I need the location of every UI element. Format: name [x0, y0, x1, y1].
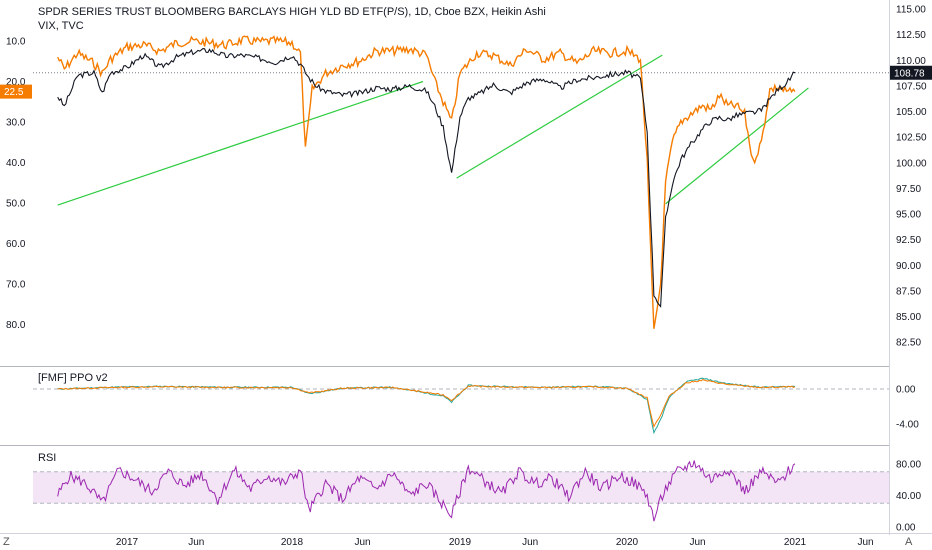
vix-axis-tick: 30.0	[6, 118, 26, 129]
ppo-line	[57, 379, 796, 429]
jnk-price-badge	[890, 65, 932, 80]
price-axis-tick: 100.00	[896, 158, 927, 169]
time-axis-tick: 2021	[784, 537, 807, 548]
rsi-axis-tick: 0.00	[896, 523, 916, 534]
price-axis-tick: 107.50	[896, 81, 927, 92]
zoom-toggle[interactable]: Z	[3, 536, 10, 548]
time-axis-tick: 2018	[281, 537, 304, 548]
price-axis-tick: 95.00	[896, 210, 921, 221]
rsi-axis-tick: 40.00	[896, 491, 921, 502]
trendlines-group[interactable]	[57, 54, 809, 206]
price-axis-tick: 90.00	[896, 261, 921, 272]
time-axis-tick: 2017	[116, 537, 139, 548]
overlay-symbol-label: VIX, TVC	[38, 20, 84, 32]
axes-group: 2017 Jun 2018 Jun 2019 Jun 2020 Jun 2021 Jun 115.0…	[6, 5, 927, 549]
price-axis-tick: 82.50	[896, 338, 921, 349]
time-axis-tick: 2020	[616, 537, 639, 548]
chart-title: SPDR SERIES TRUST BLOOMBERG BARCLAYS HIG…	[38, 6, 546, 18]
price-badges: 108.78 22.5	[0, 65, 932, 99]
time-axis-tick: Jun	[857, 537, 873, 548]
price-axis-tick: 115.00	[896, 5, 926, 16]
time-axis-tick: Jun	[354, 537, 370, 548]
vix-axis-tick: 40.0	[6, 158, 26, 169]
jnk-series-line	[57, 48, 796, 308]
vix-value-badge-text: 22.5	[4, 87, 24, 98]
price-axis-tick: 97.50	[896, 184, 921, 195]
price-axis-tick: 102.50	[896, 133, 927, 144]
price-axis-tick: 112.50	[896, 30, 926, 41]
time-axis-tick: 2019	[449, 537, 472, 548]
vix-value-badge	[0, 84, 32, 99]
price-axis-tick: 105.00	[896, 107, 927, 118]
rsi-pane-label: RSI	[38, 452, 57, 464]
time-axis-tick: Jun	[522, 537, 538, 548]
price-axis-tick: 85.00	[896, 312, 921, 323]
time-axis-tick: Jun	[188, 537, 204, 548]
trendline[interactable]	[57, 80, 424, 206]
rsi-axis-tick: 80.00	[896, 459, 921, 470]
series-group	[33, 35, 889, 522]
ppo-pane-label: [FMF] PPO v2	[38, 372, 108, 384]
trendline[interactable]	[665, 87, 809, 205]
time-axis-tick: Jun	[689, 537, 705, 548]
price-axis-tick: 92.50	[896, 235, 921, 246]
vix-axis-tick: 80.0	[6, 320, 26, 331]
trendline[interactable]	[456, 54, 663, 179]
vix-axis-tick: 70.0	[6, 280, 26, 291]
auto-scale-toggle[interactable]: A	[905, 536, 913, 548]
price-axis-tick: 110.00	[896, 56, 926, 67]
vix-series-line	[57, 35, 796, 329]
vix-axis-tick: 10.0	[6, 37, 26, 48]
rsi-line	[57, 460, 796, 522]
ppo-axis-tick: 0.00	[896, 385, 916, 396]
vix-axis-tick: 20.0	[6, 77, 26, 88]
price-axis-tick: 87.50	[896, 286, 921, 297]
vix-axis-tick: 50.0	[6, 199, 26, 210]
vix-axis-tick: 60.0	[6, 239, 26, 250]
ppo-axis-tick: -4.00	[896, 420, 919, 431]
jnk-price-badge-text: 108.78	[894, 68, 925, 79]
